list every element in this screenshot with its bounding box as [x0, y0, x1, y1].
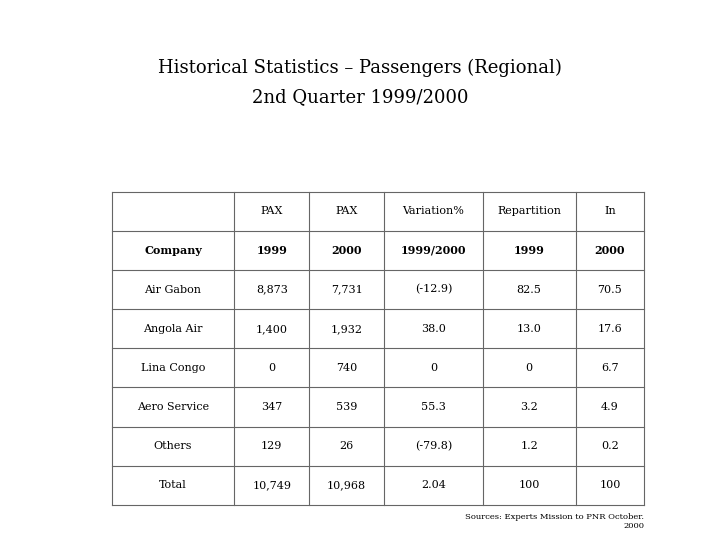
Text: Repartition: Repartition: [497, 206, 561, 217]
Text: 740: 740: [336, 363, 357, 373]
Text: 2.04: 2.04: [421, 480, 446, 490]
Text: 1,932: 1,932: [330, 323, 363, 334]
Text: 1999: 1999: [514, 245, 544, 256]
Text: 8,873: 8,873: [256, 285, 288, 295]
Text: 2nd Quarter 1999/2000: 2nd Quarter 1999/2000: [252, 88, 468, 106]
Text: 82.5: 82.5: [517, 285, 541, 295]
Text: 6.7: 6.7: [601, 363, 618, 373]
Text: 10,968: 10,968: [327, 480, 366, 490]
Text: 10,749: 10,749: [252, 480, 291, 490]
Text: (-79.8): (-79.8): [415, 441, 452, 451]
Text: Angola Air: Angola Air: [143, 323, 203, 334]
Text: In: In: [604, 206, 616, 217]
Text: 2000: 2000: [595, 245, 625, 256]
Text: 0: 0: [268, 363, 275, 373]
Text: 347: 347: [261, 402, 282, 412]
Text: (-12.9): (-12.9): [415, 285, 452, 295]
Text: Total: Total: [159, 480, 186, 490]
Text: PAX: PAX: [336, 206, 358, 217]
Text: 70.5: 70.5: [598, 285, 622, 295]
Text: Historical Statistics – Passengers (Regional): Historical Statistics – Passengers (Regi…: [158, 58, 562, 77]
Text: Sources: Experts Mission to PNR October.
2000: Sources: Experts Mission to PNR October.…: [465, 513, 644, 530]
Text: 100: 100: [599, 480, 621, 490]
Text: 4.9: 4.9: [601, 402, 619, 412]
Text: 13.0: 13.0: [517, 323, 541, 334]
Text: 0: 0: [526, 363, 533, 373]
Text: 129: 129: [261, 441, 282, 451]
Text: 0: 0: [430, 363, 437, 373]
Text: 7,731: 7,731: [330, 285, 362, 295]
Text: 1999/2000: 1999/2000: [400, 245, 466, 256]
Text: 26: 26: [339, 441, 354, 451]
Text: Air Gabon: Air Gabon: [145, 285, 202, 295]
Text: Aero Service: Aero Service: [137, 402, 209, 412]
Text: 2000: 2000: [331, 245, 362, 256]
Text: 55.3: 55.3: [421, 402, 446, 412]
Text: Company: Company: [144, 245, 202, 256]
Text: 539: 539: [336, 402, 357, 412]
Text: Others: Others: [153, 441, 192, 451]
Text: PAX: PAX: [261, 206, 283, 217]
Text: 1999: 1999: [256, 245, 287, 256]
Text: 38.0: 38.0: [421, 323, 446, 334]
Text: Variation%: Variation%: [402, 206, 464, 217]
Text: 3.2: 3.2: [521, 402, 538, 412]
Text: 17.6: 17.6: [598, 323, 622, 334]
Text: Lina Congo: Lina Congo: [141, 363, 205, 373]
Text: 100: 100: [518, 480, 540, 490]
Text: 1,400: 1,400: [256, 323, 288, 334]
Text: 1.2: 1.2: [521, 441, 538, 451]
Text: 0.2: 0.2: [601, 441, 619, 451]
